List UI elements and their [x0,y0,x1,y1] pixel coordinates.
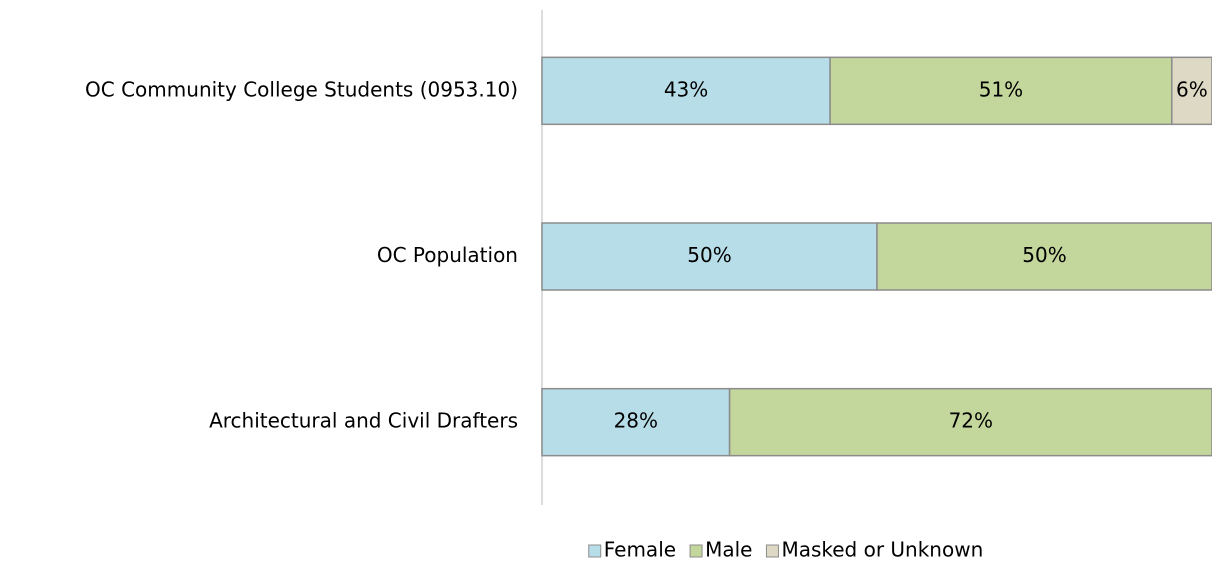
legend-swatch [765,544,779,558]
legend-label: Female [604,538,676,562]
legend-label: Masked or Unknown [781,538,983,562]
category-label: Architectural and Civil Drafters [209,409,518,433]
bar-segment [1171,56,1212,126]
legend-label: Male [705,538,752,562]
data-label: 50% [687,243,731,267]
data-label: 72% [949,409,993,433]
bar-segment [829,56,1173,126]
bar-segment [728,387,1212,457]
data-label: 51% [979,77,1023,101]
bar-segment [541,387,731,457]
data-label: 43% [664,77,708,101]
bar-segment [876,222,1212,291]
category-label: OC Population [377,243,518,267]
legend-swatch [689,544,703,558]
bar-segment [541,222,878,291]
legend: Female Male Masked or Unknown [588,538,983,562]
data-label: 28% [614,409,658,433]
data-label: 6% [1176,77,1208,101]
data-label: 50% [1022,243,1066,267]
category-label: OC Community College Students (0953.10) [85,77,518,101]
legend-swatch [588,544,602,558]
